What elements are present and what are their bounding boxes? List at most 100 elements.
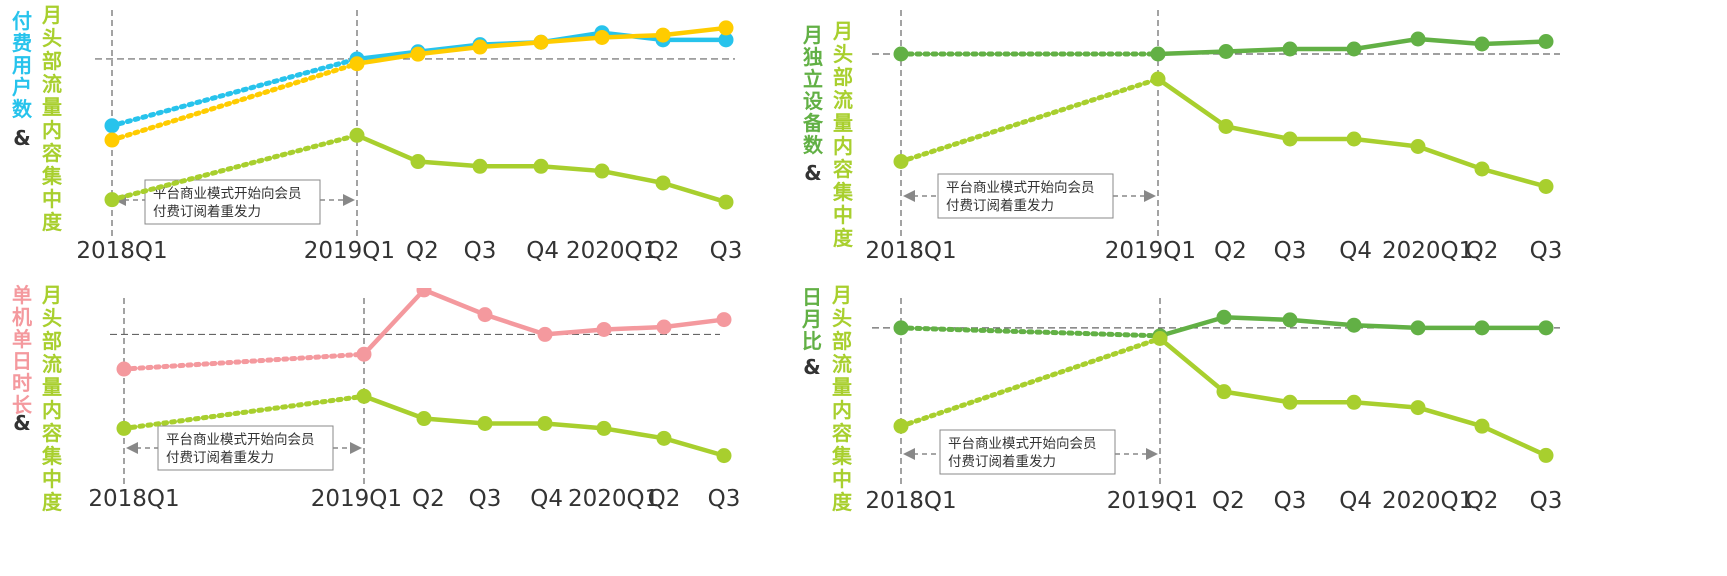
data-point <box>472 158 488 174</box>
data-point <box>537 326 553 342</box>
y-title-right-char: 头 <box>833 42 853 66</box>
data-point <box>533 34 549 50</box>
x-tick-label: Q3 <box>1530 238 1563 264</box>
data-point <box>1346 317 1362 333</box>
data-point <box>1282 312 1298 328</box>
annotation-box <box>939 429 1116 475</box>
x-tick-label: 2020Q1 <box>568 486 659 512</box>
data-point <box>594 29 610 45</box>
data-point <box>1410 400 1426 416</box>
data-point <box>1410 31 1426 47</box>
y-title-right-char: 内 <box>833 134 853 158</box>
data-point <box>1218 119 1234 134</box>
series-dotted-segment <box>109 56 360 129</box>
x-tick-label: Q2 <box>647 238 680 264</box>
data-point <box>718 20 734 36</box>
x-tick-label: Q3 <box>1274 238 1307 264</box>
x-tick-label: 2018Q1 <box>88 486 179 512</box>
y-title-right-char: 量 <box>832 375 852 399</box>
data-point <box>1474 418 1490 434</box>
x-tick-label: Q2 <box>1466 488 1499 514</box>
y-title-right-char: 部 <box>832 329 852 353</box>
x-tick-label: 2018Q1 <box>865 488 956 514</box>
data-point <box>1474 320 1490 336</box>
x-tick-label: Q3 <box>708 486 741 512</box>
y-title-right-char: 月 <box>832 19 853 43</box>
x-tick-label: 2020Q1 <box>1382 238 1473 264</box>
data-point <box>716 448 732 464</box>
annotation-arrowhead-left <box>126 442 138 454</box>
x-tick-label: Q4 <box>1339 488 1372 514</box>
data-point <box>1538 447 1554 463</box>
x-tick-label: Q2 <box>406 238 439 264</box>
x-tick-label: 2020Q1 <box>566 238 657 264</box>
annotation-line-2: 付费订阅着重发力 <box>166 449 274 466</box>
y-title-right-char: 集 <box>832 180 854 204</box>
data-point <box>1282 41 1298 57</box>
y-title-right-char: 量 <box>833 111 853 135</box>
data-point <box>1346 131 1362 147</box>
series-dotted-segment <box>898 325 1163 339</box>
data-point <box>416 411 432 427</box>
data-point <box>1474 36 1490 52</box>
data-point <box>656 319 672 335</box>
chart-panel-4: 平台商业模式开始向会员 付费订阅着重发力 2018Q1 2019Q1 Q2 Q3 Q4 202… <box>860 288 1727 576</box>
y-title-right-char: 中 <box>833 203 853 227</box>
data-point <box>349 56 365 72</box>
data-point <box>716 312 732 328</box>
y-title-right-char: 度 <box>832 490 853 514</box>
data-point <box>477 415 493 431</box>
annotation-arrowhead-right <box>1146 448 1158 460</box>
data-point <box>477 307 493 323</box>
annotation-line-2: 付费订阅着重发力 <box>946 197 1054 214</box>
chart-panel-3: 平台商业模式开始向会员 付费订阅着重发力 2018Q1 2019Q1 Q2 Q3 Q4 202… <box>0 288 820 576</box>
series-dotted-segment <box>121 351 367 372</box>
x-tick-label: Q3 <box>469 486 502 512</box>
annotation-arrowhead-left <box>903 190 915 202</box>
annotation-arrowhead-right <box>350 442 362 454</box>
data-point <box>1216 309 1232 325</box>
data-point <box>1282 131 1298 147</box>
data-point <box>533 158 549 174</box>
y-title-right-char: 流 <box>832 352 852 376</box>
annotation-box <box>144 179 321 225</box>
data-point <box>1474 161 1490 177</box>
x-tick-label: 2020Q1 <box>1382 488 1473 514</box>
annotation-arrowhead-right <box>1144 190 1156 202</box>
annotation-line-1: 平台商业模式开始向会员 <box>153 186 302 202</box>
data-point <box>416 288 432 298</box>
x-tick-label: 2019Q1 <box>1107 488 1198 514</box>
data-point <box>1346 41 1362 57</box>
data-point <box>1282 394 1298 410</box>
data-point <box>1410 139 1426 154</box>
data-point <box>596 420 612 436</box>
data-point <box>1216 384 1232 400</box>
x-tick-label: Q2 <box>1212 488 1245 514</box>
y-title-right-char: 头 <box>832 306 852 330</box>
data-point <box>349 127 365 143</box>
data-point <box>594 163 610 179</box>
data-point <box>1538 179 1554 194</box>
series-line <box>362 288 725 356</box>
data-point <box>116 420 132 436</box>
x-tick-label: Q4 <box>526 238 559 264</box>
data-point <box>104 132 120 148</box>
annotation-line-2: 付费订阅着重发力 <box>948 453 1056 470</box>
y-title-right-char: 内 <box>832 398 852 422</box>
x-tick-label: 2018Q1 <box>76 238 167 264</box>
y-title-right-char: 容 <box>833 157 853 181</box>
annotation-line-1: 平台商业模式开始向会员 <box>166 432 315 448</box>
chart-panel-1: 平台商业模式开始向会员 付费订阅着重发力 2018Q1 2019Q1 Q2 Q3 Q4 202… <box>0 0 820 288</box>
annotation-arrowhead-left <box>903 448 915 460</box>
x-tick-label: 2018Q1 <box>865 238 956 264</box>
series-dotted-segment <box>109 132 360 203</box>
x-tick-label: Q2 <box>648 486 681 512</box>
y-title-right-char: 度 <box>833 226 854 250</box>
series-dotted-segment <box>121 393 367 431</box>
y-title-right-char: 容 <box>832 421 852 445</box>
data-point <box>655 27 671 43</box>
data-point <box>893 418 909 434</box>
